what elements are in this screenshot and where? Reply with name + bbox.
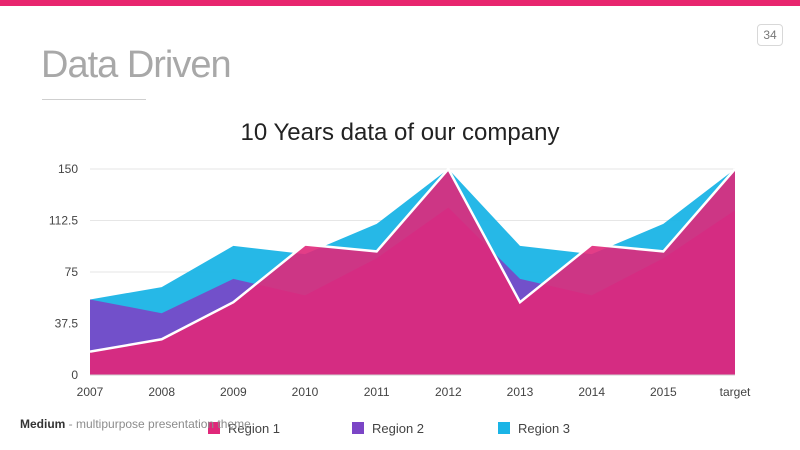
x-tick-label: 2011	[364, 385, 390, 399]
x-tick-label: 2015	[650, 385, 677, 399]
y-tick-label: 0	[71, 368, 78, 382]
legend-label: Region 2	[372, 421, 424, 436]
legend-label: Region 3	[518, 421, 570, 436]
x-tick-label: 2012	[435, 385, 462, 399]
x-tick-label: 2007	[77, 385, 104, 399]
chart-areas	[89, 166, 736, 375]
y-tick-label: 37.5	[55, 317, 79, 331]
legend-swatch	[352, 422, 364, 434]
series-line-region-1	[89, 166, 736, 353]
x-tick-label: 2013	[507, 385, 534, 399]
x-tick-label: 2014	[578, 385, 605, 399]
footer-tagline: - multipurpose presentation theme	[65, 417, 251, 431]
chart-legend: Region 1 Region 2 Region 3	[208, 421, 570, 436]
x-tick-label: 2010	[292, 385, 319, 399]
series-area-region-1	[90, 169, 735, 375]
footer-brand: Medium	[20, 417, 66, 431]
legend-swatch	[498, 422, 510, 434]
legend-label: Region 1	[228, 421, 280, 436]
footer-theme-credit: Medium - multipurpose presentation theme	[20, 417, 251, 431]
x-tick-label: 2009	[220, 385, 247, 399]
x-tick-label: 2008	[148, 385, 175, 399]
y-tick-label: 150	[58, 162, 78, 176]
chart-axes: 0 37.5 75 112.5 150 2007 2008 2009 2010 2011 2012 2…	[49, 162, 751, 399]
page-number-badge: 34	[757, 24, 783, 46]
y-tick-label: 112.5	[49, 214, 78, 228]
top-accent-bar	[0, 0, 800, 6]
y-tick-label: 75	[65, 265, 79, 279]
legend-swatch	[208, 422, 220, 434]
title-underline	[42, 99, 146, 100]
chart-title: 10 Years data of our company	[241, 119, 560, 146]
slide-title: Data Driven	[41, 44, 232, 86]
x-tick-label: target	[720, 385, 751, 399]
